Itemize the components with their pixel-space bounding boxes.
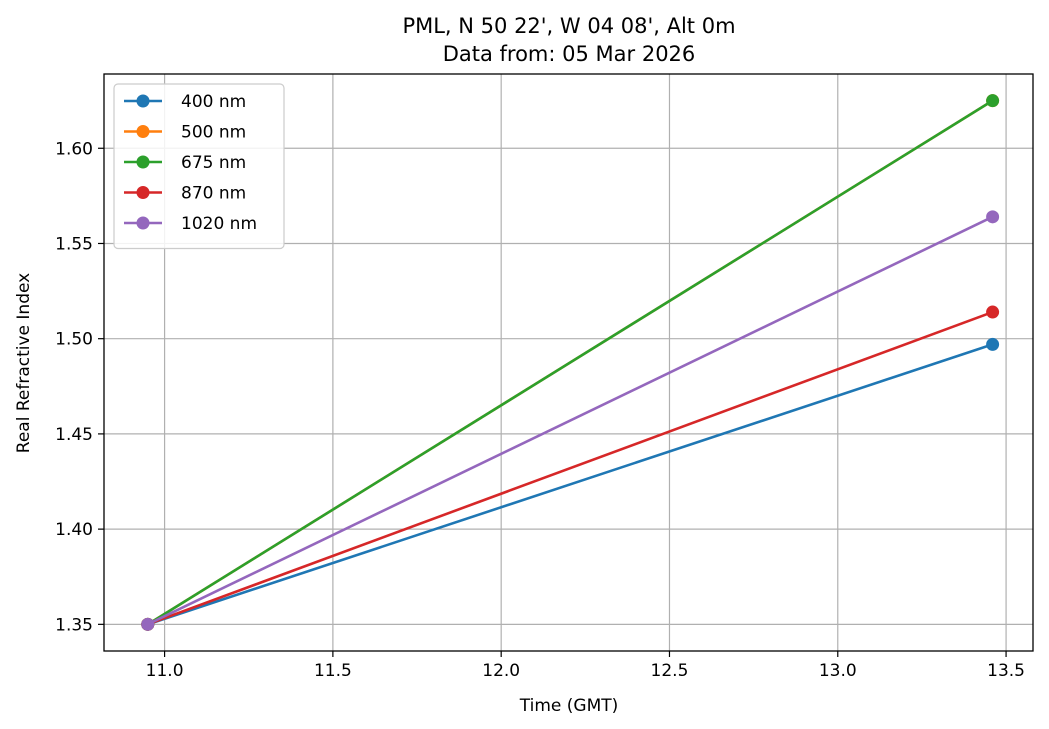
x-tick-label: 11.0 bbox=[146, 661, 184, 681]
y-axis-label: Real Refractive Index bbox=[14, 273, 34, 453]
legend-item-1020-nm: 1020 nm bbox=[124, 214, 257, 234]
legend-label: 675 nm bbox=[181, 153, 246, 173]
legend-marker bbox=[136, 216, 150, 230]
series-line-1020-nm bbox=[147, 215, 994, 626]
x-tick-label: 13.5 bbox=[987, 661, 1025, 681]
legend-item-870-nm: 870 nm bbox=[124, 184, 246, 204]
chart-title-line-1: PML, N 50 22', W 04 08', Alt 0m bbox=[402, 14, 735, 38]
y-tick-label: 1.35 bbox=[55, 615, 93, 635]
x-axis-ticks: 11.0 11.5 12.0 12.5 13.0 13.5 bbox=[146, 651, 1025, 681]
legend-marker bbox=[136, 186, 150, 199]
legend-box bbox=[113, 83, 285, 250]
x-tick-label: 11.5 bbox=[314, 661, 352, 681]
y-tick-label: 1.45 bbox=[55, 425, 93, 445]
series-line-675-nm bbox=[147, 99, 994, 626]
y-tick-label: 1.50 bbox=[55, 330, 93, 350]
series-line-400-nm bbox=[147, 343, 994, 626]
y-tick-label: 1.60 bbox=[55, 139, 93, 159]
grid bbox=[104, 74, 1033, 651]
y-tick-label: 1.40 bbox=[55, 520, 93, 540]
data-point-1020-nm bbox=[141, 617, 155, 631]
plot-series bbox=[141, 94, 1000, 631]
legend-marker bbox=[136, 94, 150, 108]
legend-item-500-nm: 500 nm bbox=[124, 123, 246, 143]
y-tick-label: 1.55 bbox=[55, 234, 93, 254]
y-axis-ticks: 1.35 1.40 1.45 1.50 1.55 1.60 bbox=[55, 139, 104, 635]
x-tick-label: 12.0 bbox=[482, 661, 520, 681]
legend-label: 400 nm bbox=[181, 92, 246, 112]
data-point-870-nm bbox=[986, 305, 1000, 319]
legend-marker bbox=[136, 155, 150, 169]
x-axis-label: Time (GMT) bbox=[519, 696, 619, 716]
chart-title-line-2: Data from: 05 Mar 2026 bbox=[443, 42, 696, 66]
series-1020-nm bbox=[141, 210, 1000, 631]
legend-label: 500 nm bbox=[181, 123, 246, 143]
legend-label: 1020 nm bbox=[181, 214, 257, 234]
x-tick-label: 12.5 bbox=[651, 661, 689, 681]
data-point-675-nm bbox=[986, 94, 1000, 108]
plot-frame bbox=[103, 73, 1034, 652]
legend-item-675-nm: 675 nm bbox=[124, 153, 246, 173]
legend-marker bbox=[136, 125, 150, 138]
x-tick-label: 13.0 bbox=[819, 661, 857, 681]
legend-label: 870 nm bbox=[181, 184, 246, 204]
data-point-1020-nm bbox=[986, 210, 1000, 224]
data-point-400-nm bbox=[986, 337, 1000, 351]
legend: 400 nm 500 nm 675 nm 870 nm 1020 nm bbox=[113, 83, 285, 250]
legend-item-400-nm: 400 nm bbox=[124, 92, 246, 112]
series-line-870-nm bbox=[147, 310, 994, 626]
